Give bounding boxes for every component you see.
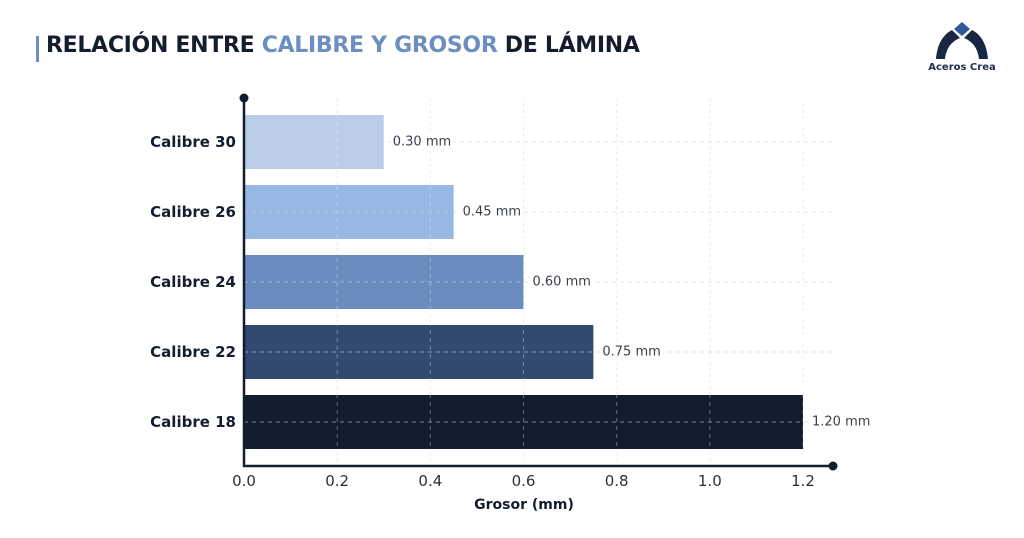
arch-logo-icon [936,22,988,59]
logo-text: Aceros Crea [928,62,996,73]
title-part-2: DE LÁMINA [497,33,640,58]
bar [244,115,384,169]
title-accent-bar [36,36,39,62]
category-label: Calibre 18 [150,413,236,431]
title-part-1: RELACIÓN ENTRE [46,33,262,58]
x-axis-end-dot [828,461,838,471]
value-label: 1.20 mm [810,414,873,430]
x-tick-label: 0.2 [325,472,350,490]
page-title: RELACIÓN ENTRE CALIBRE Y GROSOR DE LÁMIN… [46,33,640,58]
value-label: 0.45 mm [460,204,524,220]
brand-logo: Aceros Crea [924,20,1000,80]
value-label: 0.60 mm [530,274,593,290]
x-tick-label: 1.0 [697,472,722,490]
category-label: Calibre 22 [150,343,236,361]
value-label: 0.30 mm [390,134,454,150]
x-axis-title: Grosor (mm) [474,497,574,513]
title-accent-text: CALIBRE Y GROSOR [261,33,498,58]
category-label: Calibre 24 [150,273,236,291]
x-tick-label: 0.4 [418,472,443,490]
value-label: 0.75 mm [600,344,663,360]
y-axis-end-dot [239,93,249,103]
x-tick-label: 1.2 [791,472,815,490]
x-tick-label: 0.0 [232,472,256,490]
category-label: Calibre 26 [150,203,236,221]
x-tick-label: 0.8 [604,472,629,490]
category-label: Calibre 30 [150,133,236,151]
x-tick-label: 0.6 [511,472,536,490]
